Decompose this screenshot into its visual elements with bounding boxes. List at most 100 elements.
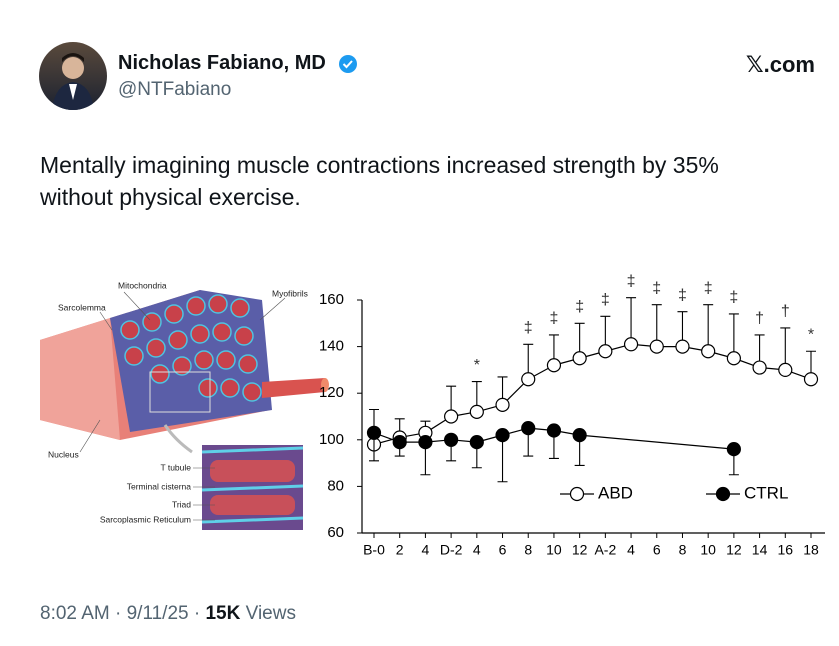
illustration-label: Myofibrils	[272, 288, 308, 298]
separator: ·	[115, 603, 122, 624]
significance-marker: †	[755, 310, 764, 327]
x-tick-label: B-0	[363, 542, 385, 558]
error-bar	[369, 432, 379, 462]
error-bar	[651, 304, 662, 347]
data-point	[572, 351, 587, 366]
data-point	[392, 430, 407, 445]
series-line	[631, 343, 657, 348]
data-point	[701, 344, 716, 359]
series-line	[553, 429, 580, 436]
x-tick-label: 12	[726, 542, 742, 558]
y-tick-label: 60	[327, 524, 344, 541]
text-line: without physical exercise.	[40, 184, 301, 210]
data-point	[469, 404, 484, 419]
significance-marker: ‡	[729, 289, 738, 306]
error-bar	[471, 442, 482, 469]
error-bar	[497, 376, 508, 405]
data-point	[675, 339, 690, 354]
illustration-label: Sarcolemma	[58, 302, 106, 312]
error-bar	[728, 449, 739, 476]
error-bar	[574, 322, 585, 359]
error-bar	[728, 313, 739, 359]
separator: ·	[193, 603, 201, 624]
text-line: Mentally imagining muscle contractions i…	[40, 152, 719, 178]
data-point	[726, 442, 741, 457]
y-tick-label: 80	[327, 477, 344, 494]
error-bar	[780, 327, 791, 370]
legend-label: CTRL	[744, 483, 788, 502]
verified-badge	[339, 55, 357, 73]
x-tick-label: 4	[627, 542, 635, 558]
significance-marker: ‡	[627, 273, 636, 290]
post-text: Mentally imagining muscle contractions i…	[40, 149, 719, 213]
x-tick-label: 14	[752, 542, 768, 558]
brand: 𝕏.com	[745, 52, 815, 77]
error-bar	[420, 420, 431, 433]
x-tick-label: 12	[572, 542, 588, 558]
data-point	[392, 435, 407, 450]
error-bar	[703, 304, 714, 352]
significance-marker: ‡	[601, 292, 610, 309]
legend-label: ABD	[598, 483, 633, 502]
significance-marker: ‡	[575, 299, 584, 316]
significance-marker: ‡	[652, 280, 661, 297]
series-line	[785, 369, 812, 380]
data-point	[521, 372, 536, 387]
error-bar	[754, 334, 765, 368]
series-line	[527, 364, 555, 380]
y-tick-label: 140	[319, 338, 344, 355]
data-point	[495, 397, 510, 412]
illustration-label: Nucleus	[48, 449, 79, 459]
series-line	[708, 350, 735, 359]
data-point	[521, 421, 536, 436]
error-bar	[497, 435, 508, 483]
x-tick-label: 18	[803, 542, 819, 558]
x-tick-label: 4	[473, 542, 481, 558]
error-bar	[369, 408, 379, 445]
series-line	[502, 427, 529, 436]
data-point	[444, 432, 459, 447]
data-point	[778, 362, 793, 377]
author-name[interactable]: Nicholas Fabiano, MD	[118, 52, 326, 74]
data-point	[495, 428, 510, 443]
error-bar	[523, 343, 534, 380]
error-bar	[548, 430, 559, 459]
series-line	[553, 357, 580, 366]
series-line	[373, 432, 400, 443]
x-tick-label: 4	[422, 542, 430, 558]
error-bar	[574, 435, 585, 466]
data-point	[546, 358, 562, 373]
date[interactable]: 9/11/25	[126, 603, 189, 624]
illustration-label: T tubule	[160, 462, 191, 472]
x-tick-label: 10	[700, 542, 716, 558]
views-count: 15K	[205, 603, 241, 624]
legend-marker	[715, 486, 731, 502]
significance-marker: ‡	[524, 319, 533, 336]
series-line	[759, 366, 786, 371]
x-tick-label: 8	[524, 542, 532, 558]
error-bar	[394, 418, 405, 438]
series-line	[451, 439, 477, 443]
illustration-label: Sarcoplasmic Reticulum	[100, 514, 191, 524]
x-tick-label: A-2	[594, 542, 616, 558]
error-bar	[548, 334, 559, 366]
avatar	[39, 42, 107, 110]
significance-marker: †	[781, 303, 790, 320]
footer: 8:02 AM · 9/11/25 · 15K Views	[40, 603, 296, 625]
data-point	[418, 435, 433, 450]
data-point	[572, 428, 587, 443]
error-bar	[523, 428, 534, 457]
time[interactable]: 8:02 AM	[40, 603, 110, 624]
data-point	[623, 337, 639, 352]
data-point	[469, 435, 484, 450]
x-tick-label: 6	[653, 542, 661, 558]
series-line	[502, 378, 529, 406]
data-point	[366, 437, 382, 452]
author-handle[interactable]: @NTFabiano	[118, 79, 232, 100]
series-line	[476, 404, 503, 413]
x-tick-label: D-2	[440, 542, 463, 558]
series-line	[399, 432, 426, 439]
error-bar	[626, 297, 637, 345]
error-bar	[600, 315, 611, 352]
error-bar	[446, 439, 457, 462]
